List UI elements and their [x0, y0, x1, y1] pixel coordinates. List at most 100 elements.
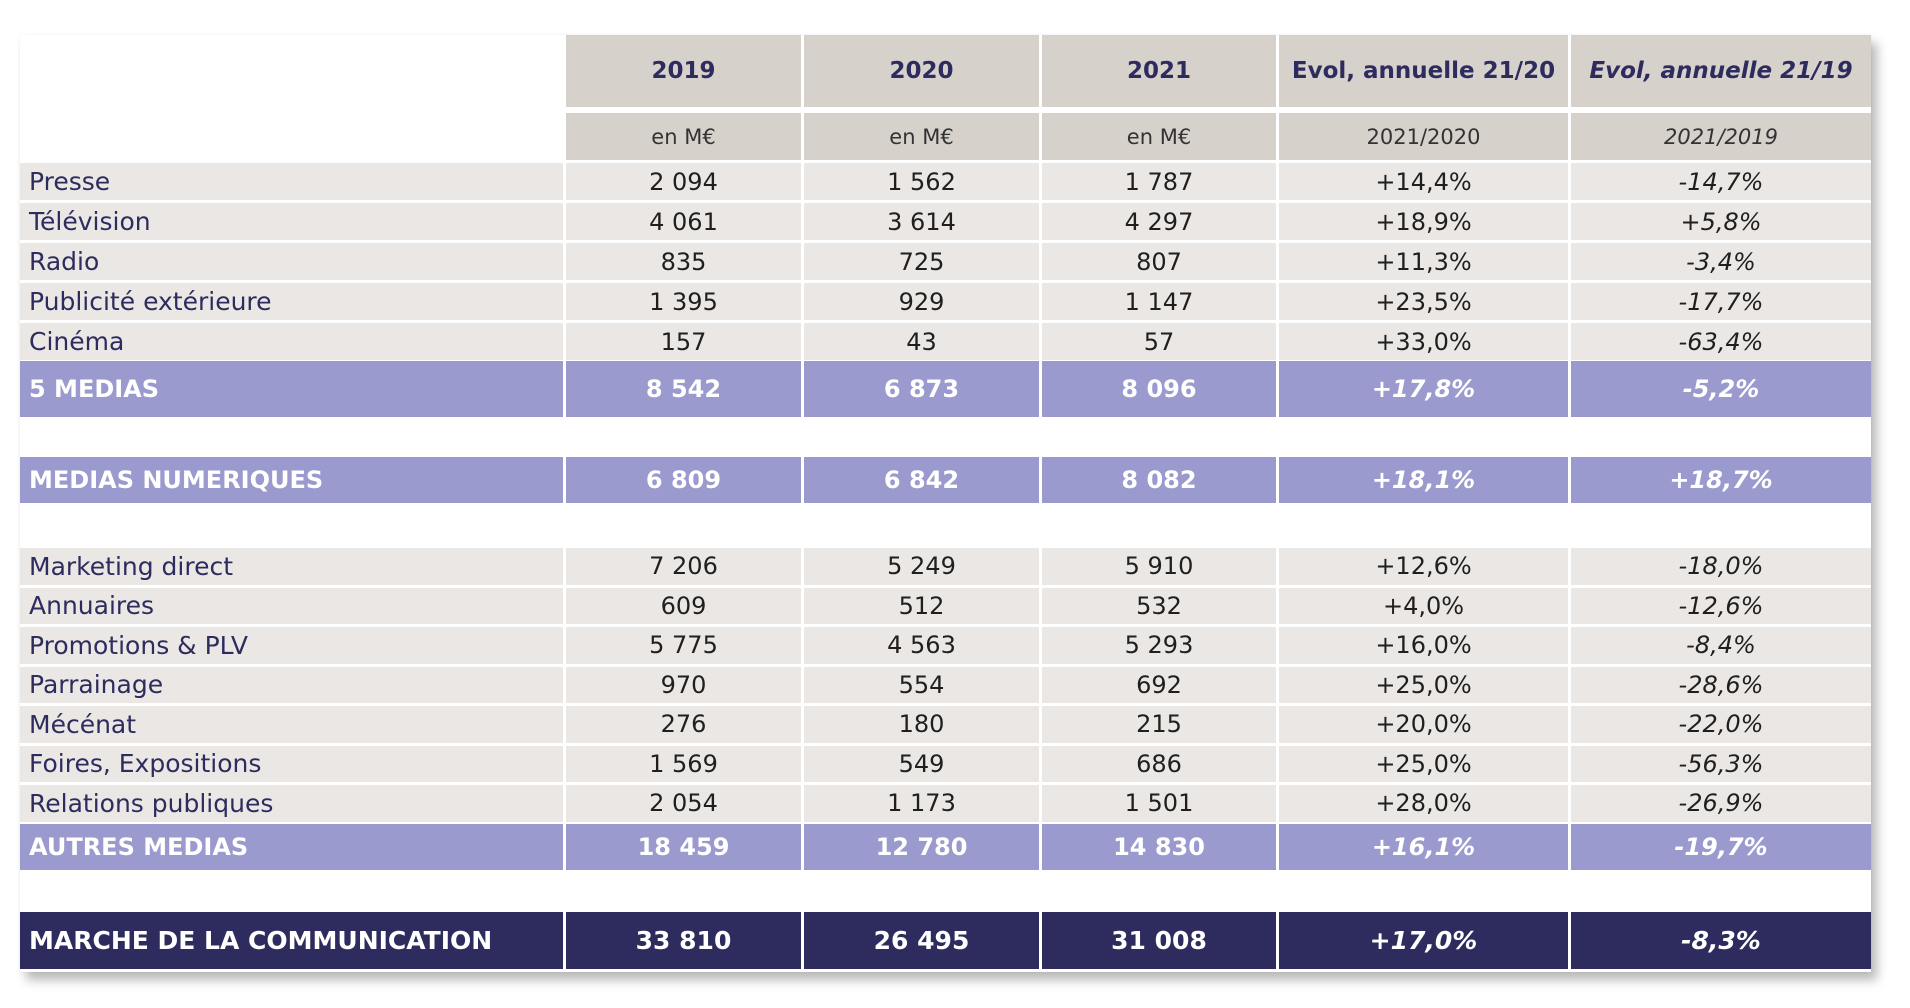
table-row: Foires, Expositions 1 569 549 686 +25,0% -56,…: [20, 745, 1871, 785]
value-2021: 31 008: [1042, 912, 1279, 972]
row-label: Mécénat: [20, 706, 566, 746]
value-2019: 5 775: [566, 627, 804, 667]
evol-21-20: +16,1%: [1279, 824, 1571, 873]
row-label: Marketing direct: [20, 548, 566, 588]
evol-21-19: -14,7%: [1571, 163, 1871, 203]
table-row: Annuaires 609 512 532 +4,0% -12,6%: [20, 587, 1871, 627]
evol-21-19: -12,6%: [1571, 587, 1871, 627]
evol-21-20: +14,4%: [1279, 163, 1571, 203]
value-2019: 1 569: [566, 745, 804, 785]
value-2020: 512: [804, 587, 1042, 627]
row-label: MARCHE DE LA COMMUNICATION: [20, 912, 566, 972]
value-2019: 18 459: [566, 824, 804, 873]
value-2020: 4 563: [804, 627, 1042, 667]
value-2020: 6 842: [804, 457, 1042, 506]
value-2021: 1 147: [1042, 283, 1279, 323]
unit-evol-21-19: 2021/2019: [1571, 113, 1871, 163]
value-2019: 33 810: [566, 912, 804, 972]
value-2019: 970: [566, 666, 804, 706]
total-row-marche-communication: MARCHE DE LA COMMUNICATION 33 810 26 495…: [20, 912, 1871, 972]
evol-21-20: +17,0%: [1279, 912, 1571, 972]
evol-21-20: +17,8%: [1279, 361, 1571, 420]
value-2021: 807: [1042, 243, 1279, 283]
row-label: Cinéma: [20, 323, 566, 363]
evol-21-19: -3,4%: [1571, 243, 1871, 283]
evol-21-20: +4,0%: [1279, 587, 1571, 627]
value-2021: 4 297: [1042, 203, 1279, 243]
evol-21-19: -8,4%: [1571, 627, 1871, 667]
row-label: Promotions & PLV: [20, 627, 566, 667]
subtotal-row-medias-numeriques: MEDIAS NUMERIQUES 6 809 6 842 8 082 +18,…: [20, 457, 1871, 506]
table-row: Télévision 4 061 3 614 4 297 +18,9% +5,8%: [20, 203, 1871, 243]
value-2020: 6 873: [804, 361, 1042, 420]
header-evol-21-19: Evol, annuelle 21/19: [1571, 35, 1871, 110]
value-2021: 5 910: [1042, 548, 1279, 588]
row-label: Télévision: [20, 203, 566, 243]
evol-21-19: -26,9%: [1571, 785, 1871, 825]
header-2021: 2021: [1042, 35, 1279, 110]
value-2019: 276: [566, 706, 804, 746]
evol-21-19: -63,4%: [1571, 323, 1871, 363]
table-row: Publicité extérieure 1 395 929 1 147 +23,5% -…: [20, 283, 1871, 323]
table-row: Promotions & PLV 5 775 4 563 5 293 +16,0% -8,…: [20, 627, 1871, 667]
value-2019: 835: [566, 243, 804, 283]
value-2020: 3 614: [804, 203, 1042, 243]
evol-21-20: +28,0%: [1279, 785, 1571, 825]
value-2019: 1 395: [566, 283, 804, 323]
value-2021: 215: [1042, 706, 1279, 746]
evol-21-19: -17,7%: [1571, 283, 1871, 323]
evol-21-19: -28,6%: [1571, 666, 1871, 706]
evol-21-19: -56,3%: [1571, 745, 1871, 785]
value-2021: 5 293: [1042, 627, 1279, 667]
evol-21-20: +18,1%: [1279, 457, 1571, 506]
value-2021: 8 082: [1042, 457, 1279, 506]
communication-market-table: 2019 2020 2021 Evol, annuelle 21/20 Evol…: [20, 35, 1871, 972]
table-row: Mécénat 276 180 215 +20,0% -22,0%: [20, 706, 1871, 746]
subtotal-row-5-medias: 5 MEDIAS 8 542 6 873 8 096 +17,8% -5,2%: [20, 361, 1871, 420]
evol-21-20: +12,6%: [1279, 548, 1571, 588]
value-2020: 929: [804, 283, 1042, 323]
value-2019: 2 054: [566, 785, 804, 825]
evol-21-20: +20,0%: [1279, 706, 1571, 746]
value-2021: 686: [1042, 745, 1279, 785]
evol-21-20: +16,0%: [1279, 627, 1571, 667]
units-corner: [20, 113, 566, 163]
value-2021: 8 096: [1042, 361, 1279, 420]
row-label: Presse: [20, 163, 566, 203]
evol-21-19: -18,0%: [1571, 548, 1871, 588]
value-2021: 57: [1042, 323, 1279, 363]
header-2020: 2020: [804, 35, 1042, 110]
value-2019: 2 094: [566, 163, 804, 203]
row-label: Radio: [20, 243, 566, 283]
row-label: MEDIAS NUMERIQUES: [20, 457, 566, 506]
value-2020: 26 495: [804, 912, 1042, 972]
table-row: Presse 2 094 1 562 1 787 +14,4% -14,7%: [20, 163, 1871, 203]
value-2020: 1 562: [804, 163, 1042, 203]
evol-21-20: +18,9%: [1279, 203, 1571, 243]
row-label: 5 MEDIAS: [20, 361, 566, 420]
value-2020: 549: [804, 745, 1042, 785]
value-2019: 6 809: [566, 457, 804, 506]
value-2019: 7 206: [566, 548, 804, 588]
header-row: 2019 2020 2021 Evol, annuelle 21/20 Evol…: [20, 35, 1871, 110]
table-row: Radio 835 725 807 +11,3% -3,4%: [20, 243, 1871, 283]
evol-21-19: -5,2%: [1571, 361, 1871, 420]
evol-21-20: +25,0%: [1279, 666, 1571, 706]
evol-21-19: +5,8%: [1571, 203, 1871, 243]
value-2019: 4 061: [566, 203, 804, 243]
evol-21-19: -19,7%: [1571, 824, 1871, 873]
value-2021: 1 787: [1042, 163, 1279, 203]
row-label: Relations publiques: [20, 785, 566, 825]
value-2020: 554: [804, 666, 1042, 706]
unit-evol-21-20: 2021/2020: [1279, 113, 1571, 163]
evol-21-19: -8,3%: [1571, 912, 1871, 972]
table-row: Cinéma 157 43 57 +33,0% -63,4%: [20, 323, 1871, 363]
table-row: Marketing direct 7 206 5 249 5 910 +12,6% -18…: [20, 548, 1871, 588]
evol-21-20: +25,0%: [1279, 745, 1571, 785]
value-2020: 180: [804, 706, 1042, 746]
table-row: Parrainage 970 554 692 +25,0% -28,6%: [20, 666, 1871, 706]
units-row: en M€ en M€ en M€ 2021/2020 2021/2019: [20, 113, 1871, 163]
unit-2020: en M€: [804, 113, 1042, 163]
row-label: Parrainage: [20, 666, 566, 706]
evol-21-20: +33,0%: [1279, 323, 1571, 363]
